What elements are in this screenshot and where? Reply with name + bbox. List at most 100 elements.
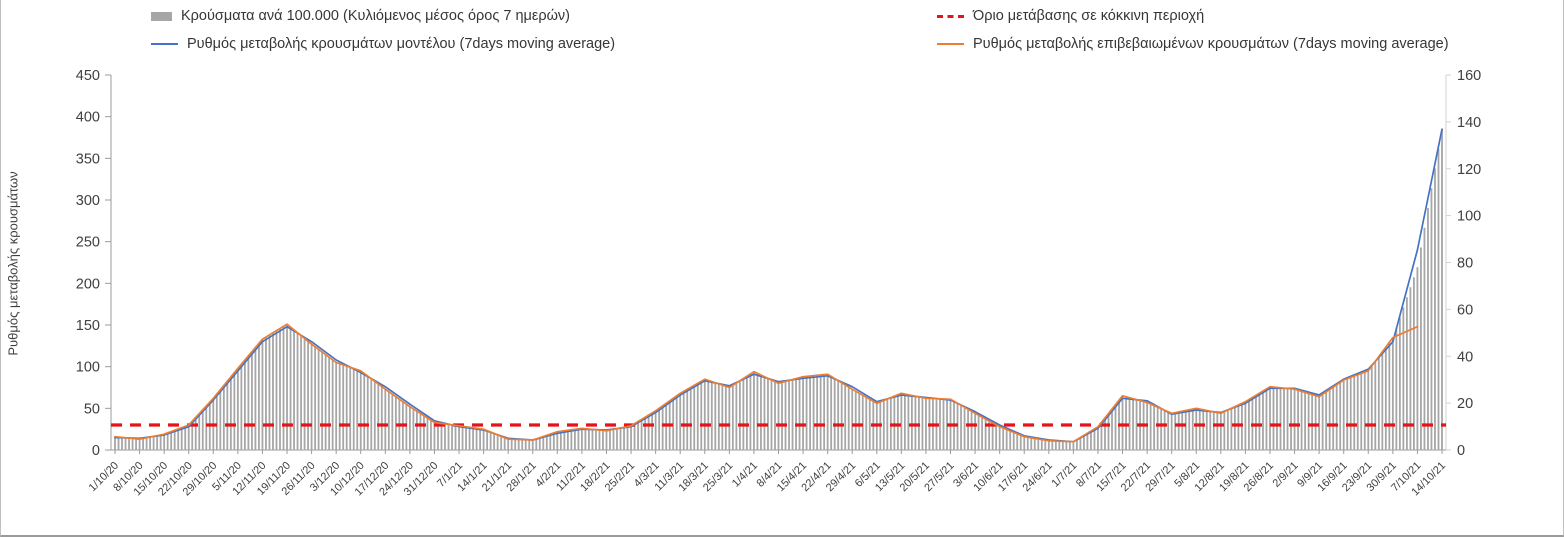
cases-bar [215,394,218,450]
cases-bar [907,394,910,450]
cases-bar [486,430,489,450]
cases-bar [180,427,183,450]
cases-bar [1068,441,1071,450]
cases-bar [1314,395,1317,450]
cases-bar [661,405,664,450]
cases-bar [166,432,169,450]
cases-bar [135,438,137,450]
cases-bar [247,355,250,450]
cases-bar [995,424,998,450]
cases-bar [1002,428,1005,450]
cases-bar [187,424,190,450]
right-axis-tick-label: 140 [1457,115,1481,131]
cases-bar [444,423,446,450]
cases-bar [117,437,120,450]
cases-bar [686,389,689,450]
cases-bar [272,332,274,450]
cases-bar [763,376,766,450]
right-axis-tick-label: 40 [1457,349,1473,365]
cases-bar [749,373,752,450]
cases-bar [1353,376,1356,450]
cases-bar [598,430,601,450]
cases-bar [1223,411,1226,450]
cases-bar [1391,337,1394,450]
cases-bar [753,371,755,450]
left-axis-tick-label: 450 [76,68,100,84]
cases-bar [903,394,906,450]
cases-bar [1083,435,1085,450]
cases-bar [942,398,945,450]
cases-bar [1300,391,1303,450]
cases-bar [173,430,176,450]
cases-bar [1233,406,1236,450]
cases-bar [352,368,355,450]
cases-bar [159,434,162,450]
left-axis-tick-label: 350 [76,151,100,167]
cases-bar [851,389,854,450]
cases-bar [591,429,594,450]
cases-bar [1202,409,1205,450]
cases-bar [1441,128,1443,450]
cases-bar [854,391,857,450]
cases-bar [612,429,615,450]
cases-bar [823,374,826,450]
cases-bar [925,398,927,450]
cases-bar [693,385,696,450]
cases-bar [1339,382,1342,450]
cases-bar [1097,426,1099,450]
cases-bar [243,360,246,450]
cases-bar [1047,440,1050,450]
cases-bar [1181,411,1184,450]
cases-bar [1212,411,1215,450]
cases-bar [1156,407,1159,450]
cases-bar [696,383,699,450]
cases-bar [538,437,541,450]
cases-bar [609,430,611,450]
right-axis-tick-label: 60 [1457,302,1473,318]
cases-bar [1430,188,1433,450]
cases-bar [1188,409,1191,450]
cases-bar [430,420,432,450]
cases-bar [788,380,790,450]
cases-bar [465,426,467,450]
cases-bar [886,399,889,450]
cases-bar [521,439,524,450]
cases-bar [1079,437,1082,450]
cases-bar [1342,379,1345,450]
cases-bar [500,436,503,450]
cases-bar [1356,374,1359,450]
cases-bar [1370,366,1373,450]
cases-bar [1104,417,1106,450]
cases-bar [128,438,130,450]
cases-bar [1395,327,1398,450]
cases-bar [798,377,801,450]
cases-bar [774,381,776,450]
cases-bar [1290,388,1292,450]
cases-bar [900,393,903,450]
cases-bar [1005,429,1008,450]
cases-bar [468,427,471,450]
cases-bar [1349,377,1352,450]
cases-bar [1177,411,1180,450]
cases-bar [714,382,717,450]
left-axis-tick-label: 150 [76,318,100,334]
cases-bar [222,385,225,450]
cases-bar [1255,395,1257,450]
cases-bar [394,396,397,450]
left-axis-tick-label: 250 [76,235,100,251]
cases-bar [503,437,506,450]
cases-bar [261,339,264,450]
cases-bar [1023,436,1026,450]
cases-bar [1019,435,1022,450]
right-axis-tick-label: 100 [1457,209,1481,225]
cases-bar [584,428,587,450]
cases-bar [809,375,811,450]
cases-bar [738,380,741,450]
cases-bar [489,432,492,450]
x-axis-tick-label: 2/9/21 [1271,460,1301,490]
cases-bar [531,439,534,450]
cases-bar [149,437,152,450]
cases-bar [282,326,285,450]
cases-bar [967,409,969,450]
cases-bar [229,377,232,450]
